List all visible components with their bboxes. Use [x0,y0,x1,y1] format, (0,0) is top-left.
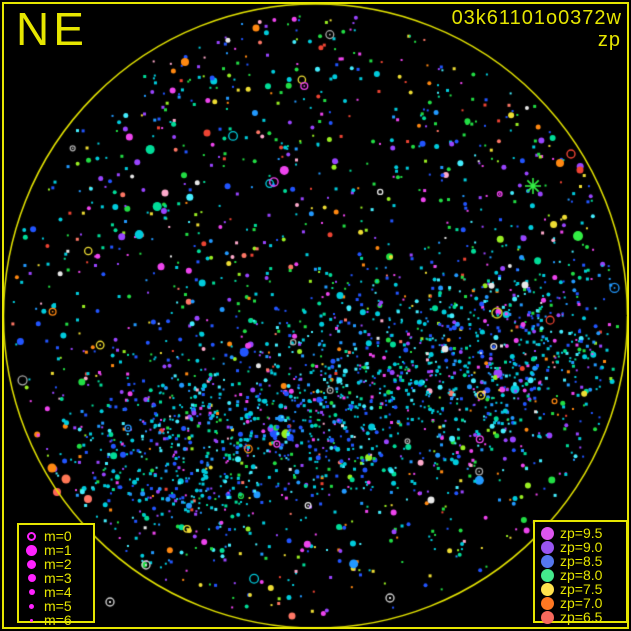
legend-label: m=6 [44,612,72,628]
magnitude-swatch-icon [25,586,38,599]
legend-label: zp=7.0 [560,595,603,611]
magnitude-swatch-icon [25,600,38,613]
legend-label: zp=8.0 [560,567,603,583]
color-swatch-icon [541,540,554,554]
legend-row-zp80: zp=8.0 [541,568,620,582]
color-swatch-icon [541,526,554,540]
plot-title: 03k61101o0372w [451,7,622,29]
color-swatch-icon [541,554,554,568]
plot-quantity-label: zp [597,29,621,51]
magnitude-legend: m=0 m=1 m=2 m=3 m=4 m=5 m=6 [17,523,95,627]
legend-row-m3: m=3 [25,571,87,585]
zeropoint-legend: zp=9.5 zp=9.0 zp=8.5 zp=8.0 zp=7.5 zp=7.… [533,520,628,624]
color-swatch-icon [541,582,554,596]
legend-label: m=5 [44,598,72,614]
legend-label: zp=7.5 [560,581,603,597]
legend-label: m=3 [44,570,72,586]
legend-row-zp70: zp=7.0 [541,596,620,610]
magnitude-swatch-icon [25,572,38,585]
orientation-label: NE [16,3,88,55]
legend-row-m6: m=6 [25,613,87,627]
legend-row-zp90: zp=9.0 [541,540,620,554]
legend-label: m=0 [44,528,72,544]
legend-row-zp85: zp=8.5 [541,554,620,568]
color-swatch-icon [541,610,554,624]
color-swatch-icon [541,596,554,610]
magnitude-swatch-icon [25,530,38,543]
legend-row-zp65: zp=6.5 [541,610,620,624]
legend-row-zp95: zp=9.5 [541,526,620,540]
magnitude-swatch-icon [25,544,38,557]
legend-label: zp=8.5 [560,553,603,569]
legend-row-m5: m=5 [25,599,87,613]
magnitude-swatch-icon [25,614,38,627]
magnitude-swatch-icon [25,558,38,571]
legend-label: zp=9.0 [560,539,603,555]
legend-label: zp=6.5 [560,609,603,625]
legend-row-m0: m=0 [25,529,87,543]
legend-label: m=1 [44,542,72,558]
legend-label: m=2 [44,556,72,572]
legend-row-m4: m=4 [25,585,87,599]
legend-row-zp75: zp=7.5 [541,582,620,596]
color-swatch-icon [541,568,554,582]
legend-row-m1: m=1 [25,543,87,557]
legend-label: m=4 [44,584,72,600]
legend-label: zp=9.5 [560,525,603,541]
legend-row-m2: m=2 [25,557,87,571]
